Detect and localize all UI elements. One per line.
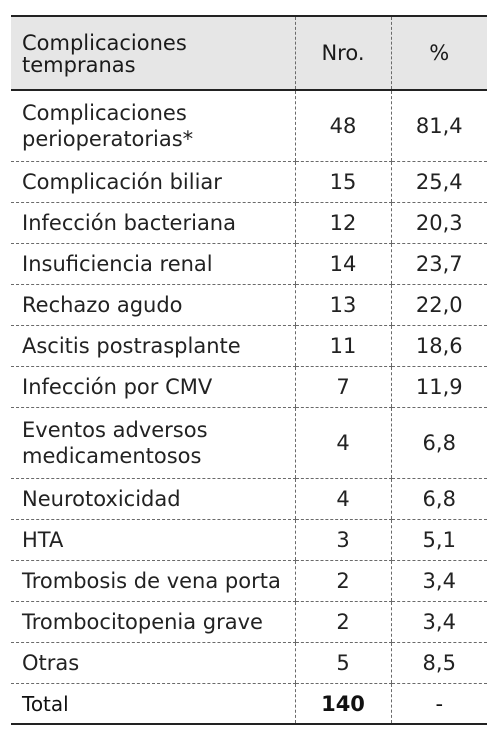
total-label: Total [11,683,295,723]
row-name: HTA [11,519,295,561]
row-count: 14 [294,243,391,285]
table-row: Otras 5 8,5 [11,642,487,684]
row-name: Complicación biliar [11,161,295,203]
table-row: HTA 3 5,1 [11,519,487,561]
row-percent: 6,8 [390,407,487,479]
complications-table-container: Complicaciones tempranas Nro. % Complica… [11,15,487,725]
row-percent: 3,4 [390,601,487,643]
table-body: Complicaciones perioperatorias* 48 81,4 … [11,90,487,723]
row-percent: 8,5 [390,642,487,684]
row-percent: 3,4 [390,560,487,602]
row-name: Trombocitopenia grave [11,601,295,643]
row-name: Trombosis de vena porta [11,560,295,602]
row-percent: 25,4 [390,161,487,203]
row-count: 2 [294,601,391,643]
row-count: 5 [294,642,391,684]
row-name: Infección por CMV [11,366,295,408]
row-percent: 18,6 [390,325,487,367]
header-row: Complicaciones tempranas Nro. % [11,17,487,91]
row-percent: 11,9 [390,366,487,408]
complications-table: Complicaciones tempranas Nro. % Complica… [11,17,487,723]
row-name: Eventos adversos medicamentosos [11,407,295,479]
row-count: 3 [294,519,391,561]
row-percent: 20,3 [390,202,487,244]
row-percent: 81,4 [390,90,487,162]
table-header: Complicaciones tempranas Nro. % [11,17,487,91]
row-count: 12 [294,202,391,244]
table-row: Insuficiencia renal 14 23,7 [11,243,487,285]
row-name: Otras [11,642,295,684]
total-percent: - [390,683,487,723]
row-percent: 22,0 [390,284,487,326]
row-name: Infección bacteriana [11,202,295,244]
table-row: Trombocitopenia grave 2 3,4 [11,601,487,643]
total-row: Total 140 - [11,683,487,723]
table-row: Ascitis postrasplante 11 18,6 [11,325,487,367]
row-name: Insuficiencia renal [11,243,295,285]
row-count: 2 [294,560,391,602]
row-percent: 23,7 [390,243,487,285]
row-name: Rechazo agudo [11,284,295,326]
table-row: Complicaciones perioperatorias* 48 81,4 [11,90,487,162]
row-count: 7 [294,366,391,408]
row-count: 15 [294,161,391,203]
row-count: 13 [294,284,391,326]
table-row: Complicación biliar 15 25,4 [11,161,487,203]
table-row: Infección por CMV 7 11,9 [11,366,487,408]
table-row: Infección bacteriana 12 20,3 [11,202,487,244]
table-row: Rechazo agudo 13 22,0 [11,284,487,326]
table-row: Neurotoxicidad 4 6,8 [11,478,487,520]
row-name: Ascitis postrasplante [11,325,295,367]
row-name: Neurotoxicidad [11,478,295,520]
table-row: Trombosis de vena porta 2 3,4 [11,560,487,602]
row-percent: 5,1 [390,519,487,561]
row-count: 4 [294,407,391,479]
total-count: 140 [294,683,391,723]
header-nro: Nro. [294,17,391,91]
table-row: Eventos adversos medicamentosos 4 6,8 [11,407,487,479]
row-count: 11 [294,325,391,367]
row-name: Complicaciones perioperatorias* [11,90,295,162]
row-percent: 6,8 [390,478,487,520]
row-count: 48 [294,90,391,162]
row-count: 4 [294,478,391,520]
header-complicaciones: Complicaciones tempranas [11,17,295,91]
header-percent: % [390,17,487,91]
